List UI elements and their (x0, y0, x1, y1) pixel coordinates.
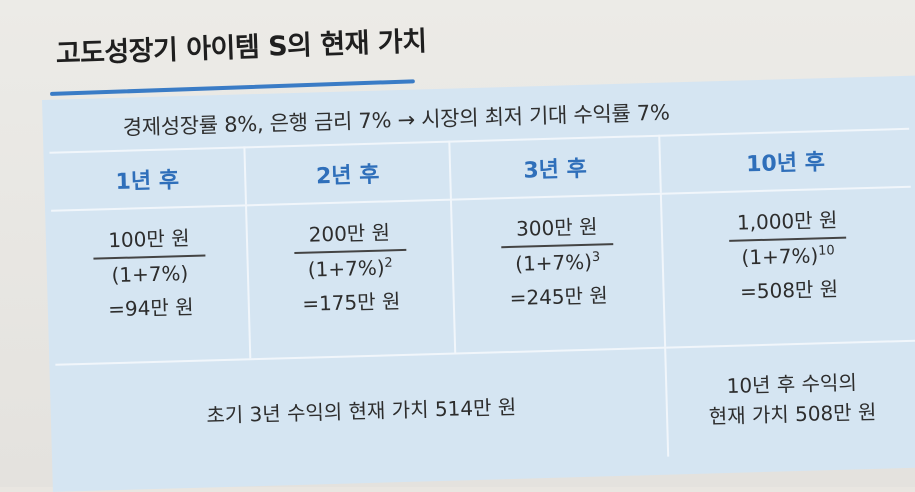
calc-cell-1: 100만 원 (1+7%) =94만 원 (51, 204, 251, 363)
exponent: 3 (592, 250, 601, 265)
denominator: (1+7%)3 (515, 245, 601, 275)
exponent: 2 (384, 256, 393, 271)
numerator: 300만 원 (500, 210, 613, 248)
denominator: (1+7%) (111, 257, 189, 287)
summary-row: 초기 3년 수익의 현재 가치 514만 원 10년 후 수익의 현재 가치 5… (55, 340, 915, 474)
numerator: 1,000만 원 (729, 204, 846, 242)
denominator-base: (1+7%) (741, 243, 818, 269)
year-label-3: 3년 후 (450, 135, 662, 199)
numerator: 100만 원 (92, 222, 205, 260)
denominator: (1+7%)2 (307, 251, 393, 281)
calc-grid: 1년 후 2년 후 3년 후 10년 후 100만 원 (1+7%) =94만 … (49, 128, 915, 364)
calc-cell-2: 200만 원 (1+7%)2 =175만 원 (247, 199, 456, 359)
denominator-base: (1+7%) (307, 256, 384, 282)
numerator: 200만 원 (293, 216, 406, 254)
calc-cell-10: 1,000만 원 (1+7%)10 =508만 원 (662, 186, 915, 347)
year-label-1: 1년 후 (49, 146, 247, 209)
summary-ten-years-line1: 10년 후 수익의 (708, 367, 876, 402)
exponent: 10 (818, 243, 835, 258)
year-label-10: 10년 후 (660, 128, 911, 193)
result: =508만 원 (739, 267, 838, 305)
denominator: (1+7%)10 (741, 239, 835, 270)
denominator-base: (1+7%) (111, 261, 188, 287)
denominator-base: (1+7%) (515, 250, 592, 276)
table-header: 경제성장률 8%, 은행 금리 7% → 시장의 최저 기대 수익률 7% (122, 96, 670, 141)
present-value-table: 경제성장률 8%, 은행 금리 7% → 시장의 최저 기대 수익률 7% 1년… (42, 75, 915, 492)
result: =94만 원 (108, 285, 194, 322)
result: =245만 원 (509, 273, 608, 311)
result: =175만 원 (302, 279, 401, 317)
summary-ten-years-line2: 현재 가치 508만 원 (708, 397, 876, 432)
summary-first-three-years: 초기 3년 수익의 현재 가치 514만 원 (55, 347, 669, 474)
summary-ten-years: 10년 후 수익의 현재 가치 508만 원 (666, 340, 915, 457)
year-label-2: 2년 후 (245, 141, 452, 205)
calc-cell-3: 300만 원 (1+7%)3 =245만 원 (452, 193, 666, 353)
